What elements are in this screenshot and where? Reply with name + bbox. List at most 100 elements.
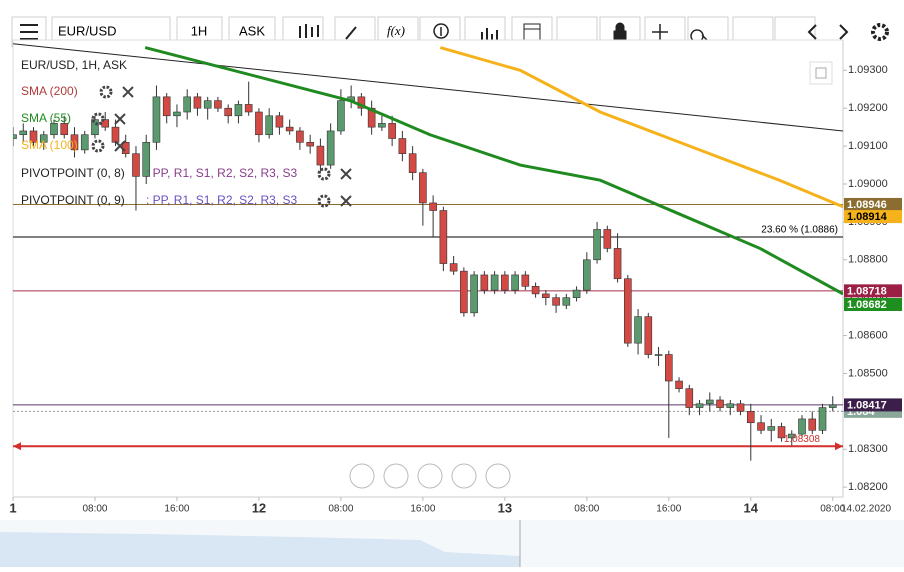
- candle-body: [193, 96, 202, 109]
- settings-icon[interactable]: [99, 85, 113, 99]
- side: ASK: [239, 23, 265, 38]
- x-tick-label: 1: [9, 500, 16, 515]
- candle-body: [39, 134, 48, 143]
- nav-button[interactable]: [383, 463, 409, 489]
- settings-icon[interactable]: [871, 23, 889, 41]
- candle-body: [634, 316, 642, 344]
- chart-title: EUR/USD, 1H, ASK: [21, 58, 127, 72]
- candle-body: [265, 115, 273, 136]
- close-icon[interactable]: [114, 140, 126, 152]
- candle-body: [808, 418, 817, 431]
- x-tick-label: 12: [252, 500, 266, 515]
- navigator-area: [0, 532, 520, 567]
- candle-body: [572, 289, 581, 298]
- candle-body: [275, 115, 284, 128]
- candle-body: [787, 433, 796, 439]
- candle-body: [613, 248, 622, 280]
- candle-body: [552, 297, 560, 306]
- price-tag: [844, 210, 902, 224]
- close-icon[interactable]: [122, 86, 134, 98]
- menu-icon: [20, 24, 38, 40]
- candle-body: [777, 426, 786, 439]
- candle-body: [214, 100, 222, 109]
- x-tick-label: 13: [498, 500, 512, 515]
- nav-button[interactable]: [451, 463, 477, 489]
- candle-body: [490, 274, 499, 291]
- candle-body: [624, 278, 632, 344]
- candle-body: [162, 96, 171, 117]
- legend-entry: SMA (100): [21, 138, 78, 152]
- price-tag: [844, 398, 902, 412]
- candle-body: [255, 111, 263, 136]
- candle-body: [798, 418, 806, 435]
- candle-body: [152, 96, 161, 143]
- settings-icon[interactable]: [91, 139, 105, 153]
- icon: [481, 28, 498, 40]
- pivot-levels: : PP, R1, S1, R2, S2, R3, S3: [146, 193, 298, 207]
- nav-button[interactable]: [485, 463, 511, 489]
- candle-body: [244, 104, 253, 113]
- close-icon[interactable]: [114, 113, 126, 125]
- y-tick-label: 1.08600: [848, 329, 888, 341]
- candle-body: [60, 123, 69, 136]
- candle-body: [429, 202, 437, 211]
- candle-body: [716, 399, 724, 408]
- candle-body: [480, 274, 489, 291]
- candle-body: [818, 407, 827, 431]
- legend-entry: SMA (55): [21, 111, 71, 125]
- candle-body: [562, 297, 571, 306]
- candle-body: [203, 100, 212, 109]
- candle-body: [234, 104, 243, 117]
- close-icon[interactable]: [340, 168, 352, 180]
- fx-label: f(x): [387, 23, 405, 38]
- price-tag-label: 1.08718: [847, 285, 887, 297]
- candle-body: [306, 142, 314, 147]
- price-tag-label: 1.08417: [847, 399, 887, 411]
- candle-body: [183, 96, 191, 113]
- y-tick-label: 1.09000: [848, 178, 888, 190]
- candle-body: [603, 229, 612, 249]
- icon: [345, 26, 357, 40]
- candle-body: [80, 134, 89, 151]
- candle-body: [531, 286, 540, 295]
- price-tag-label: 1.08914: [847, 211, 888, 223]
- candle-body: [726, 403, 735, 408]
- price-tag-label: 1.08946: [847, 199, 887, 211]
- close-icon[interactable]: [340, 195, 352, 207]
- candle-body: [13, 134, 17, 139]
- nav-button[interactable]: [349, 463, 375, 489]
- settings-icon[interactable]: [317, 194, 331, 208]
- expand-button[interactable]: [809, 61, 833, 85]
- icon: [299, 24, 319, 38]
- candle-body: [398, 138, 407, 154]
- candle-body: [70, 134, 79, 151]
- candle-body: [337, 100, 345, 132]
- candle-body: [521, 274, 530, 287]
- icon: [807, 24, 849, 40]
- y-tick-label: 1.09200: [848, 102, 888, 114]
- candle-body: [326, 130, 335, 166]
- symbol: EUR/USD: [58, 23, 117, 38]
- candle-body: [695, 403, 704, 408]
- navigator: [0, 520, 904, 567]
- x-tick-label: 16:00: [656, 504, 681, 515]
- y-tick-label: 1.08200: [848, 481, 888, 493]
- x-tick-label: 16:00: [410, 504, 435, 515]
- level-label: 23.60 % (1.0886): [761, 225, 838, 236]
- nav-button[interactable]: [417, 463, 443, 489]
- settings-icon[interactable]: [91, 112, 105, 126]
- candle-body: [50, 123, 58, 136]
- candle-body: [142, 142, 151, 177]
- candle-body: [746, 411, 755, 424]
- candle-body: [29, 130, 38, 143]
- plot: [13, 43, 843, 461]
- settings-icon[interactable]: [317, 167, 331, 181]
- candle-body: [19, 130, 28, 136]
- candle-body: [408, 153, 417, 173]
- sma-line: [439, 46, 843, 209]
- candle-body: [654, 354, 663, 356]
- pivot-name: PIVOTPOINT (0, 8): [21, 166, 125, 180]
- x-tick-label: 08:00: [820, 504, 845, 515]
- icon: [613, 22, 627, 41]
